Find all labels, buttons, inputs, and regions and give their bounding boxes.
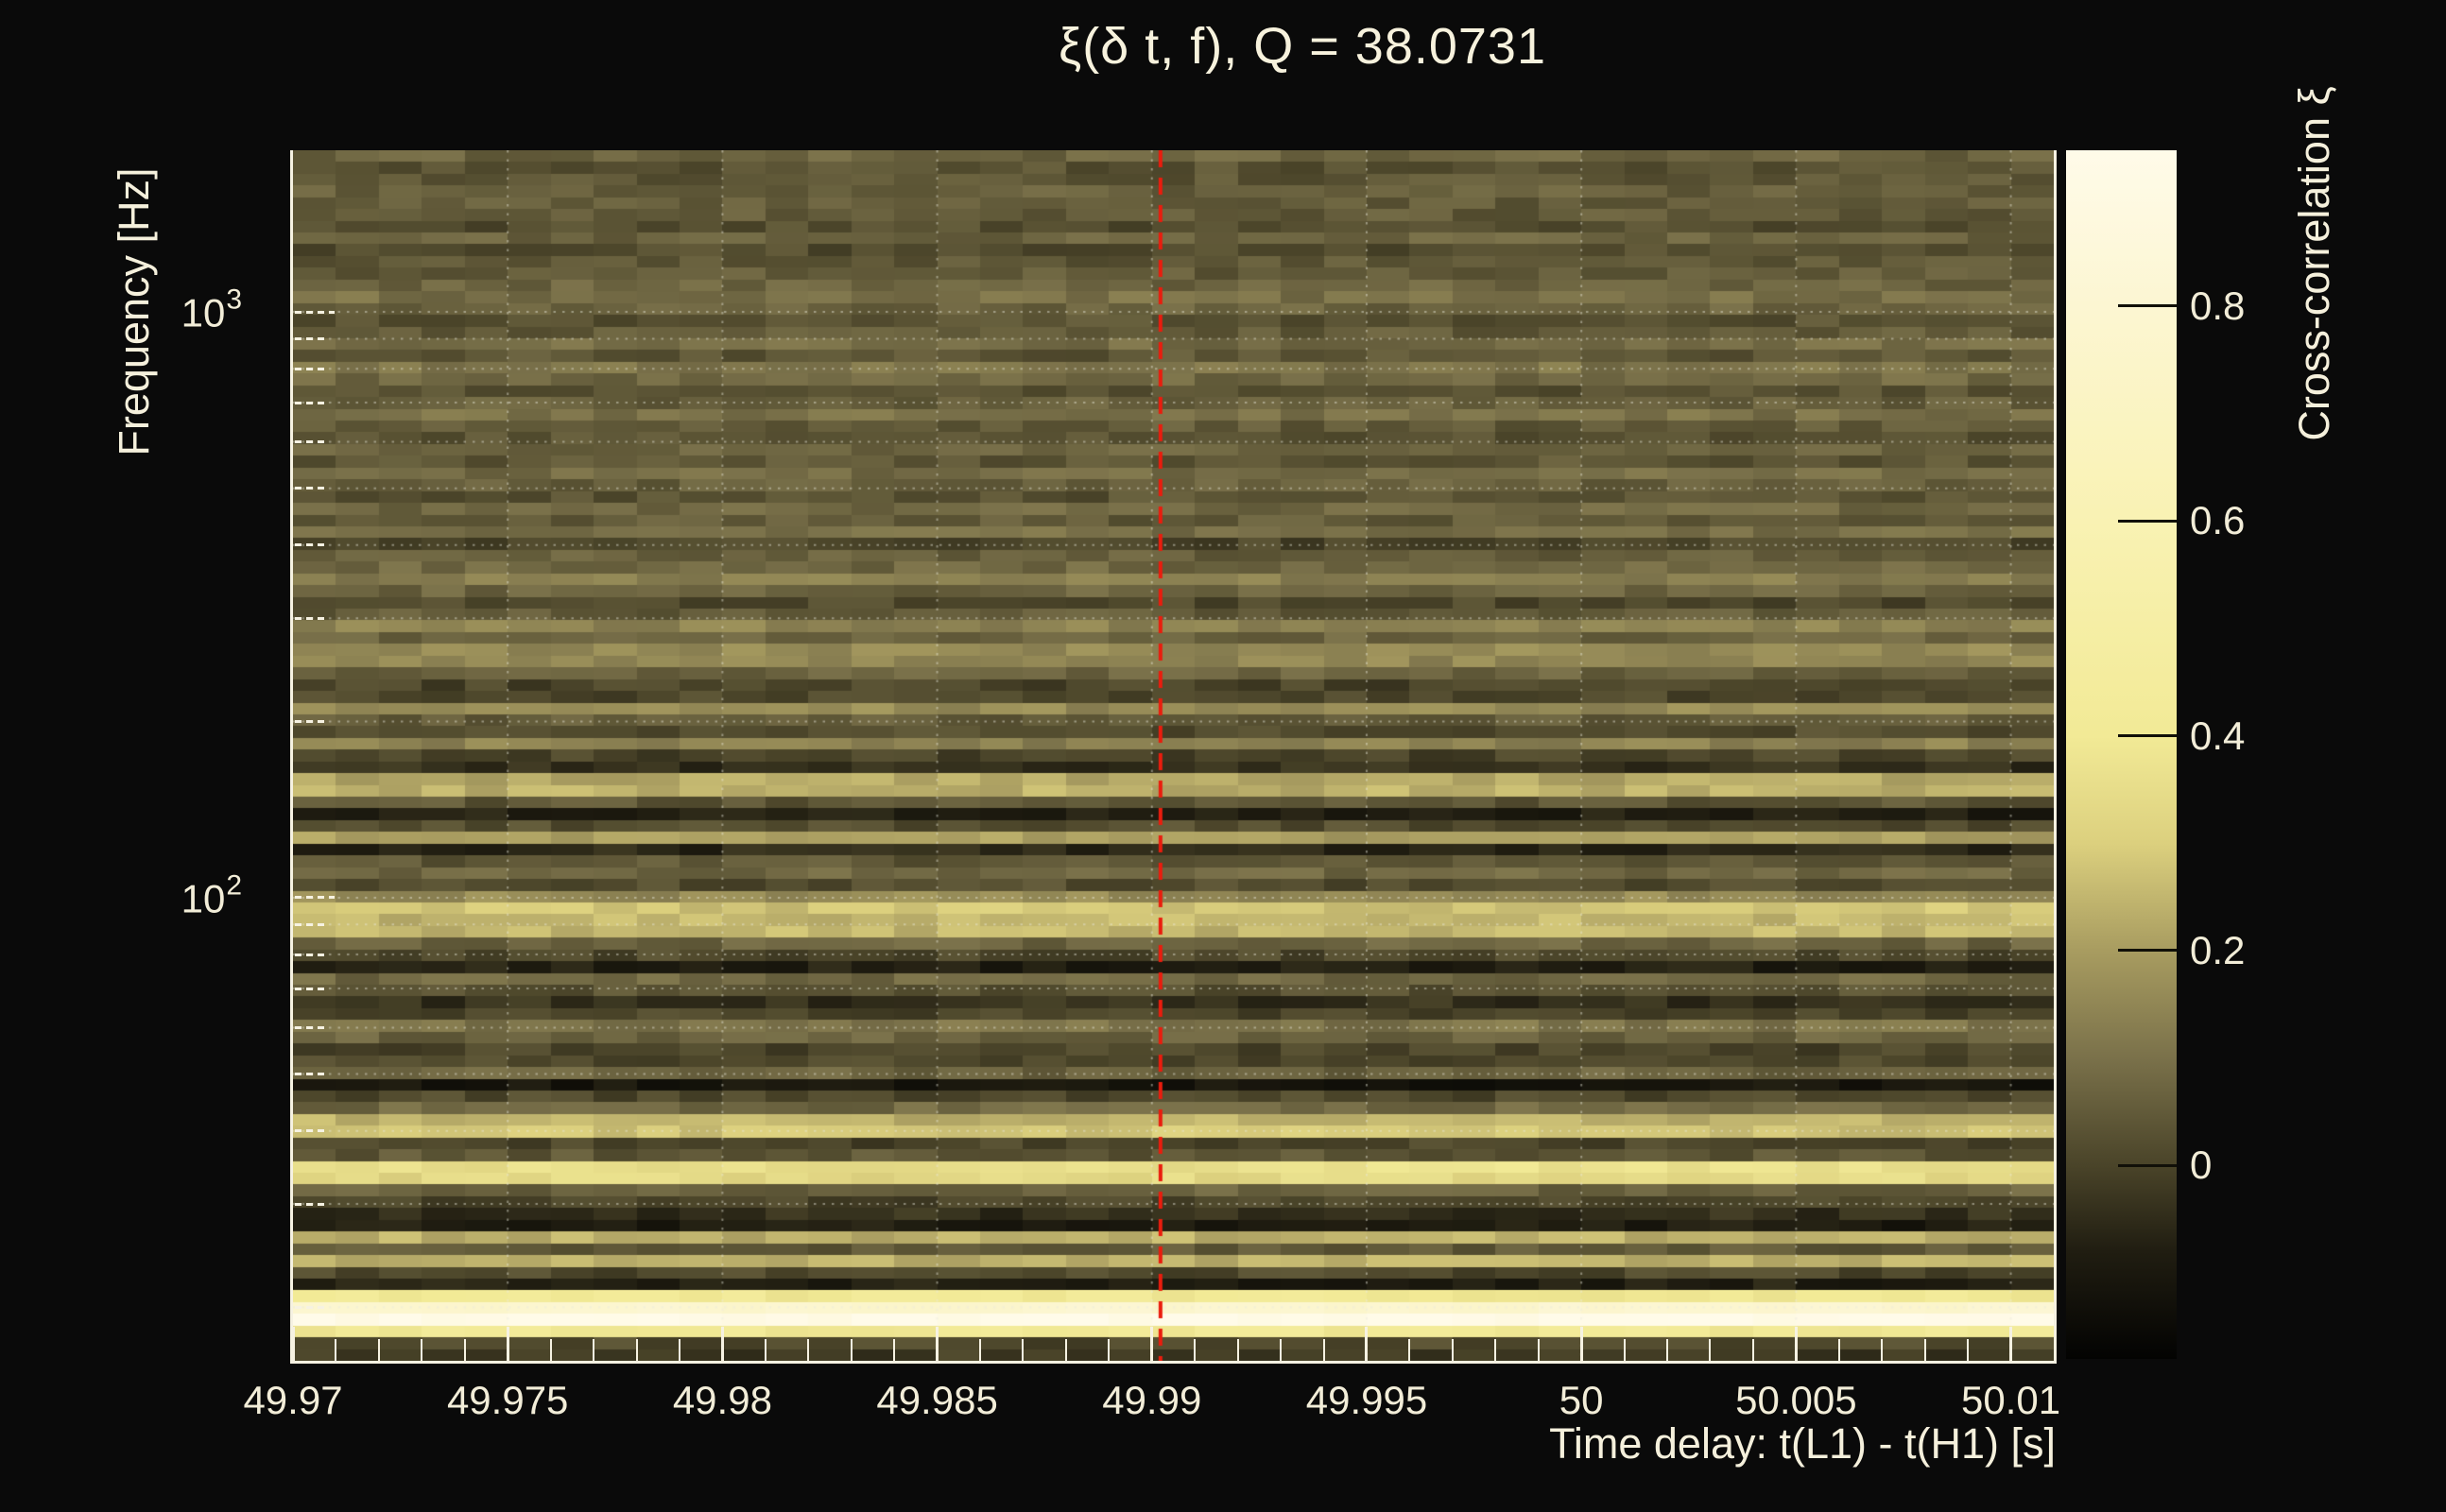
colorbar-tick (2118, 949, 2177, 953)
x-axis-minor-tick (593, 1339, 595, 1361)
x-axis-minor-tick (1881, 1339, 1884, 1361)
x-axis-minor-tick (335, 1339, 337, 1361)
colorbar-tick-label: 0.4 (2190, 713, 2246, 758)
x-axis-minor-tick (893, 1339, 896, 1361)
x-axis-minor-tick (1108, 1339, 1111, 1361)
y-axis-minor-tick (295, 1202, 325, 1206)
y-axis-tick-exponent: 2 (226, 869, 242, 902)
x-axis-major-tick (936, 1327, 939, 1361)
x-axis-minor-tick (1322, 1339, 1325, 1361)
x-axis-tick-label: 49.985 (876, 1378, 998, 1422)
colorbar-tick (2118, 1163, 2177, 1167)
y-axis-major-tick (295, 896, 335, 900)
x-axis-minor-tick (678, 1339, 680, 1361)
y-axis-minor-tick (295, 719, 325, 723)
x-axis-minor-tick (1837, 1339, 1840, 1361)
x-axis-title: Time delay: t(L1) - t(H1) [s] (1549, 1419, 2056, 1468)
y-axis-tick-label: 102 (181, 869, 242, 921)
x-axis-minor-tick (1022, 1339, 1025, 1361)
x-axis-tick-label: 49.995 (1305, 1378, 1428, 1422)
x-axis-minor-tick (1623, 1339, 1626, 1361)
x-axis-minor-tick (635, 1339, 638, 1361)
colorbar-tick-label: 0 (2190, 1143, 2213, 1188)
x-axis-minor-tick (1236, 1339, 1239, 1361)
y-axis-minor-tick (295, 1026, 325, 1029)
plot-frame-bottom (290, 1361, 2057, 1364)
x-axis-minor-tick (1280, 1339, 1283, 1361)
y-axis-minor-tick (295, 367, 325, 370)
x-axis-minor-tick (1537, 1339, 1540, 1361)
x-axis-major-tick (2009, 1327, 2013, 1361)
y-axis-minor-tick (295, 1073, 325, 1076)
x-axis-minor-tick (1408, 1339, 1411, 1361)
x-axis-minor-tick (549, 1339, 552, 1361)
x-axis-minor-tick (807, 1339, 810, 1361)
x-axis-major-tick (1794, 1327, 1798, 1361)
x-axis-minor-tick (979, 1339, 982, 1361)
x-axis-minor-tick (421, 1339, 423, 1361)
colorbar-tick-label: 0.8 (2190, 283, 2246, 328)
y-axis-minor-tick (295, 543, 325, 547)
x-axis-major-tick (506, 1327, 509, 1361)
x-axis-tick-label: 50.01 (1960, 1378, 2061, 1422)
x-axis-minor-tick (377, 1339, 380, 1361)
x-axis-major-tick (1365, 1327, 1369, 1361)
x-axis-tick-label: 49.97 (243, 1378, 343, 1422)
x-axis-tick-label: 50 (1559, 1378, 1604, 1422)
x-axis-major-tick (1579, 1327, 1583, 1361)
x-axis-minor-tick (850, 1339, 853, 1361)
x-axis-minor-tick (1064, 1339, 1067, 1361)
x-axis-major-tick (1150, 1327, 1154, 1361)
colorbar-tick-label: 0.2 (2190, 927, 2246, 972)
y-axis-minor-tick (295, 440, 325, 444)
colorbar-tick (2118, 304, 2177, 308)
x-axis-minor-tick (1666, 1339, 1669, 1361)
y-axis-minor-tick (295, 953, 325, 956)
plot-frame-right (2054, 150, 2057, 1364)
y-axis-tick-exponent: 3 (226, 284, 242, 316)
x-axis-minor-tick (1751, 1339, 1754, 1361)
x-axis-major-tick (720, 1327, 724, 1361)
x-axis-minor-tick (1194, 1339, 1197, 1361)
y-axis-minor-tick (295, 1129, 325, 1133)
colorbar-gradient (2066, 150, 2177, 1359)
y-axis-minor-tick (295, 1305, 325, 1309)
x-axis-tick-label: 49.975 (446, 1378, 569, 1422)
heatmap-plot-area (293, 150, 2054, 1361)
x-axis-minor-tick (1967, 1339, 1970, 1361)
colorbar-tick (2118, 734, 2177, 738)
colorbar-tick (2118, 519, 2177, 523)
x-axis-minor-tick (1923, 1339, 1926, 1361)
x-axis-minor-tick (463, 1339, 466, 1361)
x-axis-tick-label: 49.99 (1102, 1378, 1202, 1422)
y-axis-minor-tick (295, 987, 325, 990)
x-axis-minor-tick (1494, 1339, 1497, 1361)
y-axis-minor-tick (295, 336, 325, 340)
y-axis-tick-label: 103 (181, 284, 242, 335)
x-axis-tick-label: 49.98 (672, 1378, 772, 1422)
y-axis-minor-tick (295, 401, 325, 404)
plot-frame-left (290, 150, 293, 1364)
x-axis-minor-tick (1451, 1339, 1454, 1361)
y-axis-minor-tick (295, 922, 325, 926)
y-axis-major-tick (295, 310, 335, 314)
colorbar-tick-label: 0.6 (2190, 498, 2246, 543)
chart-title: ξ(δ t, f), Q = 38.0731 (1059, 18, 1546, 75)
x-axis-minor-tick (764, 1339, 767, 1361)
y-axis-minor-tick (295, 487, 325, 490)
colorbar-title: Cross-correlation ξ (2290, 86, 2338, 441)
x-axis-major-tick (291, 1327, 295, 1361)
x-axis-tick-label: 50.005 (1735, 1378, 1857, 1422)
x-axis-minor-tick (1709, 1339, 1712, 1361)
y-axis-minor-tick (295, 616, 325, 620)
